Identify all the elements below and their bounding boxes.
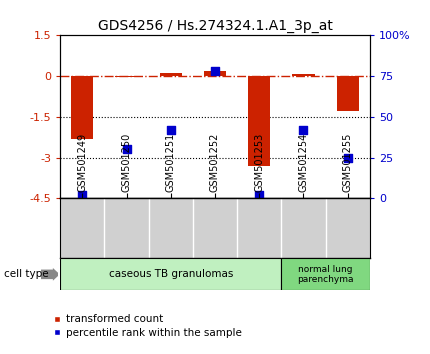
Bar bbox=[116, 76, 138, 78]
Text: caseous TB granulomas: caseous TB granulomas bbox=[109, 269, 233, 279]
Bar bbox=[248, 76, 270, 166]
Bar bbox=[281, 258, 370, 290]
FancyArrow shape bbox=[41, 268, 60, 281]
Bar bbox=[204, 71, 226, 76]
Point bbox=[212, 68, 218, 74]
Point bbox=[167, 127, 174, 133]
Point bbox=[256, 192, 263, 198]
Bar bbox=[160, 73, 182, 76]
Point bbox=[123, 147, 130, 152]
Point bbox=[344, 155, 351, 160]
Bar bbox=[60, 258, 281, 290]
Text: cell type: cell type bbox=[4, 269, 49, 279]
Bar bbox=[71, 76, 93, 138]
Legend: transformed count, percentile rank within the sample: transformed count, percentile rank withi… bbox=[48, 310, 246, 342]
Point bbox=[300, 127, 307, 133]
Bar bbox=[337, 76, 359, 112]
Text: normal lung
parenchyma: normal lung parenchyma bbox=[297, 265, 354, 284]
Point bbox=[79, 192, 86, 198]
Bar bbox=[292, 74, 314, 76]
Title: GDS4256 / Hs.274324.1.A1_3p_at: GDS4256 / Hs.274324.1.A1_3p_at bbox=[98, 19, 332, 33]
